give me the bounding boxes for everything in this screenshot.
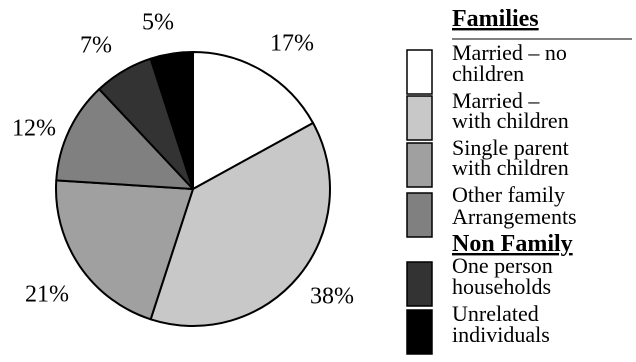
legend-label: with children	[452, 108, 569, 133]
legend-swatch	[406, 309, 433, 355]
slice-percentage-label: 38%	[310, 284, 354, 310]
legend-label: Married –	[452, 88, 540, 113]
pie-slice-4	[55, 88, 194, 190]
slice-percentage-label: 7%	[80, 33, 112, 59]
pie-slice-3	[55, 179, 194, 321]
legend-group-header: Non Family	[452, 231, 573, 257]
legend-label: Single parent	[452, 135, 569, 160]
legend-label: Married – no	[452, 40, 567, 65]
legend-swatch	[406, 192, 433, 238]
pie-slices	[55, 51, 331, 327]
legend: Families Non Family Married – nochildrenMa…	[406, 6, 632, 355]
legend-label: with children	[452, 155, 569, 180]
slice-percentage-label: 5%	[142, 10, 174, 36]
legend-label: households	[452, 274, 551, 299]
legend-label: individuals	[452, 322, 550, 347]
legend-swatch	[406, 142, 433, 188]
slice-percentage-label: 12%	[12, 116, 56, 142]
legend-group-header: Families	[452, 6, 539, 32]
legend-label: Arrangements	[452, 204, 577, 229]
slice-percentage-label: 21%	[25, 282, 69, 308]
legend-label: children	[452, 61, 524, 86]
pie-slice-6	[149, 51, 194, 190]
slice-percentage-label: 17%	[270, 31, 314, 57]
legend-label: Other family	[452, 182, 565, 207]
legend-swatch	[406, 49, 433, 95]
pie-slice-2	[149, 122, 331, 327]
pie-slice-1	[192, 51, 315, 190]
percentage-labels: 17% 38% 21% 12% 7% 5%	[12, 10, 354, 310]
legend-label: Unrelated	[452, 301, 539, 326]
legend-label: One person	[452, 253, 553, 278]
legend-swatch	[406, 261, 433, 307]
legend-swatch	[406, 95, 433, 141]
